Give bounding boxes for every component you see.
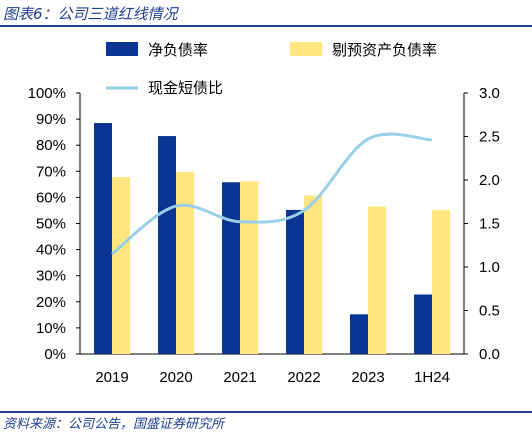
right-tick-label: 1.5	[479, 216, 500, 233]
left-tick-label: 60%	[36, 189, 66, 206]
bar-adj-asset-liability	[112, 177, 130, 354]
right-tick-label: 0.0	[479, 346, 500, 363]
left-tick-label: 10%	[36, 320, 66, 337]
x-tick-label: 2019	[95, 369, 128, 386]
x-tick-label: 2022	[287, 369, 320, 386]
right-tick-label: 3.0	[479, 85, 500, 102]
left-tick-label: 40%	[36, 242, 66, 259]
left-tick-label: 20%	[36, 294, 66, 311]
bar-net-debt	[222, 182, 240, 354]
line-cash-short-debt	[111, 132, 433, 256]
x-tick-label: 2021	[223, 369, 256, 386]
legend-label-adj-asset-liability: 剔预资产负债率	[332, 42, 437, 59]
left-tick-label: 50%	[36, 216, 66, 233]
left-tick-label: 70%	[36, 163, 66, 180]
bar-net-debt	[414, 294, 432, 354]
x-tick-label: 2023	[351, 369, 384, 386]
caption-rule	[0, 25, 532, 27]
bar-adj-asset-liability	[432, 209, 450, 354]
bar-net-debt	[350, 314, 368, 354]
legend-swatch-net-debt	[106, 42, 138, 56]
right-tick-label: 2.0	[479, 172, 500, 189]
source-note: 资料来源：公司公告，国盛证券研究所	[3, 417, 225, 432]
bar-adj-asset-liability	[368, 206, 386, 354]
right-tick-label: 2.5	[479, 129, 500, 146]
legend-swatch-adj-asset-liability	[290, 42, 322, 56]
source-rule	[0, 411, 532, 413]
right-tick-label: 0.5	[479, 303, 500, 320]
left-tick-label: 100%	[28, 85, 66, 102]
legend-label-net-debt: 净负债率	[148, 42, 208, 59]
x-tick-label: 1H24	[414, 369, 450, 386]
bar-net-debt	[158, 136, 176, 354]
left-tick-label: 90%	[36, 111, 66, 128]
left-tick-label: 30%	[36, 268, 66, 285]
bar-net-debt	[286, 209, 304, 354]
bar-adj-asset-liability	[240, 181, 258, 354]
right-tick-label: 1.0	[479, 259, 500, 276]
legend-label-cash-short-debt: 现金短债比	[148, 80, 223, 97]
left-tick-label: 80%	[36, 137, 66, 154]
x-tick-label: 2020	[159, 369, 192, 386]
bar-adj-asset-liability	[176, 171, 194, 354]
bar-adj-asset-liability	[304, 195, 322, 354]
figure-caption: 图表6：公司三道红线情况	[3, 5, 178, 23]
bar-net-debt	[94, 123, 112, 354]
left-tick-label: 0%	[44, 346, 66, 363]
